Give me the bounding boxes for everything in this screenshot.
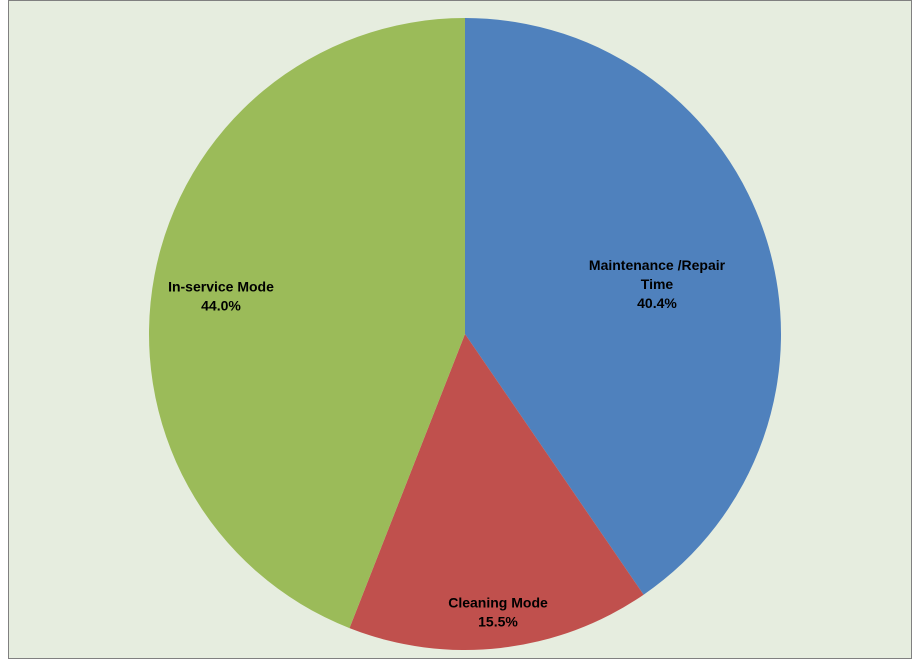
pie-slice-cleaning-mode — [349, 334, 644, 650]
data-label-category: Time — [641, 276, 674, 292]
data-label-value: 40.4% — [637, 295, 677, 311]
pie-data-labels: Maintenance /Repair Time 40.4% Cleaning Mod… — [168, 257, 726, 630]
data-label-in-service-mode: In-service Mode 44.0% — [168, 279, 274, 314]
data-label-category: In-service Mode — [168, 279, 274, 295]
pie-slices — [148, 17, 781, 650]
chart-area: Maintenance /Repair Time 40.4% Cleaning Mod… — [8, 0, 912, 659]
data-label-value: 44.0% — [201, 298, 241, 314]
data-label-value: 15.5% — [478, 614, 518, 630]
data-label-cleaning-mode: Cleaning Mode 15.5% — [448, 595, 548, 630]
data-label-maintenance-repair-time: Maintenance /Repair Time 40.4% — [589, 257, 726, 311]
pie-slice-maintenance-repair-time — [465, 18, 781, 595]
pie-slice-in-service-mode — [148, 17, 465, 629]
data-label-category: Maintenance /Repair — [589, 257, 726, 273]
pie-chart: Maintenance /Repair Time 40.4% Cleaning Mod… — [9, 1, 911, 658]
data-label-category: Cleaning Mode — [448, 595, 548, 611]
